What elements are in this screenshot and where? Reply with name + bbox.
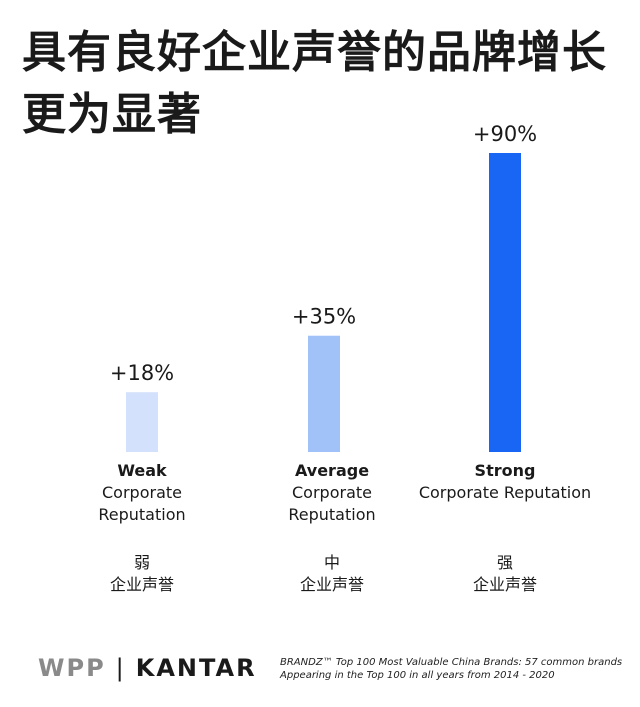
category-label-strong: Strong Corporate Reputation: [405, 460, 605, 504]
category-desc-strong: Corporate Reputation: [418, 483, 592, 502]
bar-weak: [126, 392, 158, 452]
value-label-average: +35%: [292, 305, 356, 329]
category-strength-average: Average: [294, 461, 370, 480]
value-label-weak: +18%: [110, 361, 174, 385]
footer-logos: WPP | KANTAR: [38, 654, 257, 682]
bar-average: [308, 335, 340, 452]
category-desc-average: Corporate Reputation: [288, 483, 376, 524]
kantar-logo: KANTAR: [135, 654, 257, 682]
category-strength-weak: Weak: [117, 461, 167, 480]
category-zh-weak: 弱 企业声誉: [109, 553, 174, 594]
category-zh-average: 中 企业声誉: [299, 553, 364, 594]
bar-strong: [489, 153, 521, 452]
chart-title: 具有良好企业声誉的品牌增长更为显著: [22, 27, 607, 140]
source-line-2: Appearing in the Top 100 in all years fr…: [280, 670, 555, 681]
category-label-weak: Weak Corporate Reputation: [42, 460, 242, 526]
category-label-average: Average Corporate Reputation: [232, 460, 432, 526]
source-note: BRANDZ™ Top 100 Most Valuable China Bran…: [280, 656, 630, 682]
category-desc-weak: Corporate Reputation: [98, 483, 186, 524]
category-strength-strong: Strong: [474, 461, 536, 480]
category-zh-strong: 强 企业声誉: [472, 553, 537, 594]
source-line-1: BRANDZ™ Top 100 Most Valuable China Bran…: [280, 657, 623, 668]
wpp-logo: WPP: [38, 654, 106, 682]
logo-separator: |: [115, 654, 126, 682]
value-label-strong: +90%: [473, 122, 537, 146]
